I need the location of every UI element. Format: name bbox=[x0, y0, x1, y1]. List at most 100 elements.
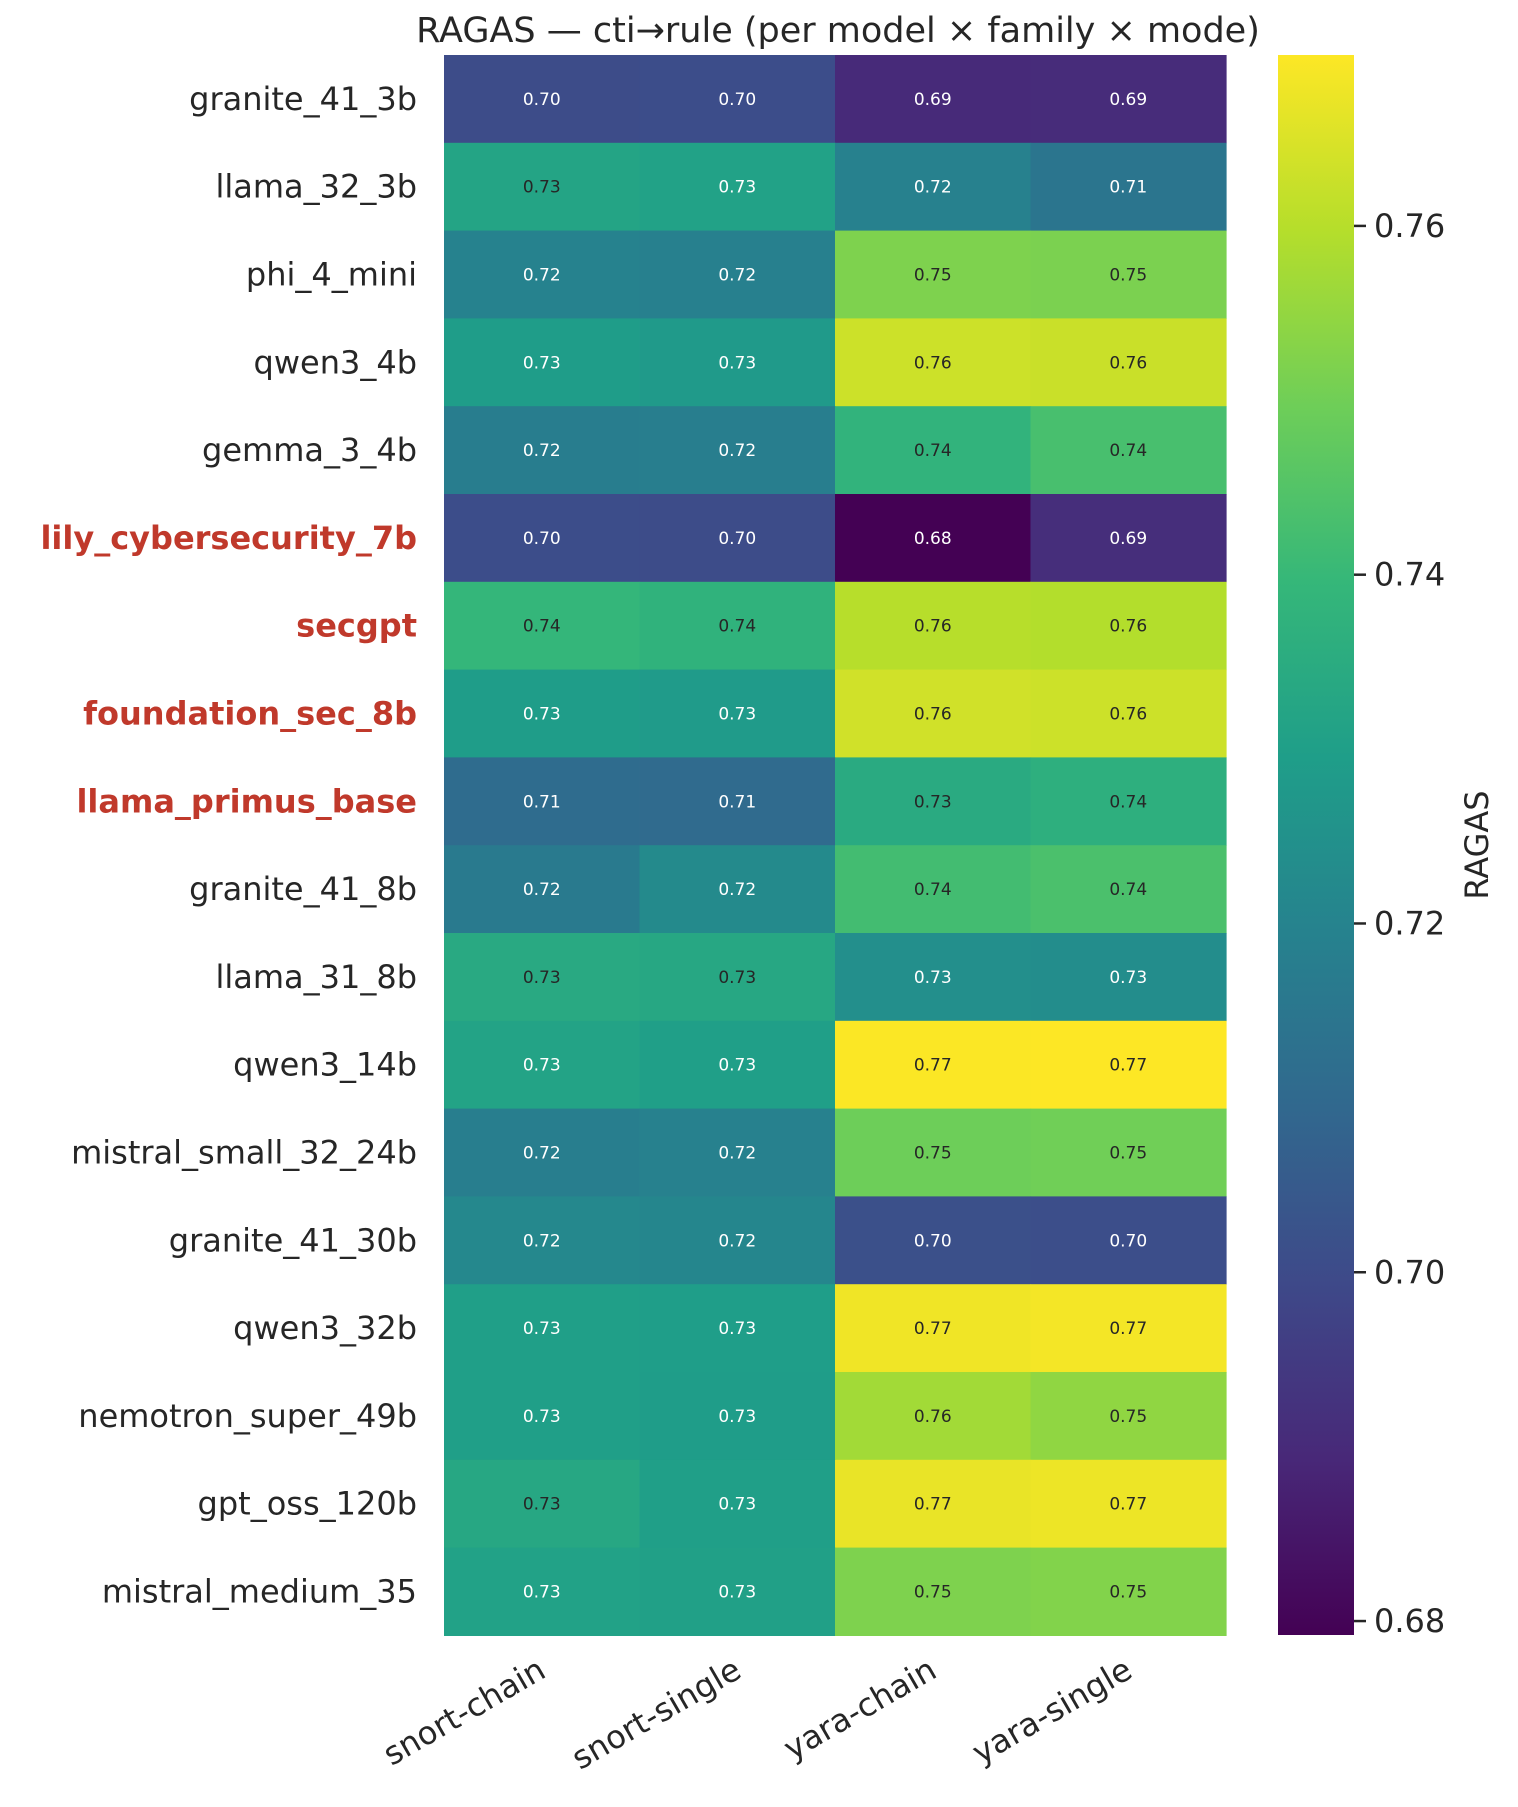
cell-value-label: 0.74 bbox=[1109, 441, 1147, 461]
heatmap-cell bbox=[1030, 581, 1227, 671]
row-tick-label: llama_32_3b bbox=[215, 168, 417, 206]
cell-value-label: 0.74 bbox=[914, 441, 952, 461]
cell-value-label: 0.68 bbox=[914, 529, 952, 549]
heatmap-cell bbox=[1030, 669, 1227, 758]
heatmap-cell bbox=[1030, 1284, 1227, 1373]
colorbar-label: RAGAS bbox=[1458, 790, 1496, 899]
heatmap-cell bbox=[639, 142, 836, 232]
cell-value-label: 0.73 bbox=[914, 792, 952, 812]
heatmap-cell bbox=[639, 1547, 836, 1636]
heatmap-cell bbox=[639, 1196, 836, 1285]
cell-value-label: 0.73 bbox=[523, 1056, 561, 1076]
heatmap-cell bbox=[639, 55, 836, 144]
cell-value-label: 0.75 bbox=[1109, 1583, 1147, 1603]
row-tick-label: granite_41_8b bbox=[189, 870, 417, 908]
heatmap-cell bbox=[444, 669, 641, 758]
cell-value-label: 0.73 bbox=[718, 1319, 756, 1339]
cell-value-label: 0.69 bbox=[914, 90, 952, 110]
cell-value-label: 0.74 bbox=[914, 880, 952, 900]
cell-value-label: 0.77 bbox=[914, 1056, 952, 1076]
heatmap-cell bbox=[444, 1108, 641, 1197]
cell-value-label: 0.73 bbox=[914, 968, 952, 988]
cell-value-label: 0.76 bbox=[1109, 617, 1147, 637]
heatmap-cell bbox=[1030, 318, 1227, 407]
heatmap-cell bbox=[835, 669, 1032, 758]
heatmap-cell bbox=[639, 669, 836, 758]
heatmap-cell bbox=[639, 1284, 836, 1373]
heatmap-cell bbox=[835, 845, 1032, 934]
heatmap-cell bbox=[639, 581, 836, 671]
heatmap-cell bbox=[444, 230, 641, 319]
cell-value-label: 0.70 bbox=[523, 90, 561, 110]
cell-value-label: 0.73 bbox=[523, 1407, 561, 1427]
heatmap-cell bbox=[1030, 230, 1227, 319]
cell-value-label: 0.77 bbox=[1109, 1495, 1147, 1515]
cell-value-label: 0.77 bbox=[1109, 1056, 1147, 1076]
cell-value-label: 0.75 bbox=[914, 266, 952, 286]
heatmap-cell bbox=[835, 1372, 1032, 1461]
heatmap-cell bbox=[835, 494, 1032, 583]
cell-value-label: 0.75 bbox=[1109, 266, 1147, 286]
cell-value-label: 0.72 bbox=[718, 1144, 756, 1164]
cell-value-label: 0.76 bbox=[1109, 705, 1147, 725]
row-tick-label: nemotron_super_49b bbox=[78, 1397, 417, 1435]
heatmap-cell bbox=[444, 318, 641, 407]
heatmap-cell bbox=[1030, 494, 1227, 583]
heatmap-cell bbox=[835, 1020, 1032, 1110]
row-tick-labels: granite_41_3b llama_32_3b phi_4_mini qwen3_… bbox=[40, 80, 417, 1611]
row-tick-label: gemma_3_4b bbox=[202, 431, 417, 469]
cell-value-label: 0.76 bbox=[914, 1407, 952, 1427]
heatmap-cell bbox=[444, 1020, 641, 1110]
cell-value-label: 0.73 bbox=[718, 1583, 756, 1603]
cell-value-label: 0.77 bbox=[1109, 1319, 1147, 1339]
cell-value-label: 0.72 bbox=[718, 880, 756, 900]
heatmap-cell bbox=[1030, 1196, 1227, 1285]
heatmap-cell bbox=[444, 55, 641, 144]
cell-value-label: 0.69 bbox=[1109, 90, 1147, 110]
row-tick-label: qwen3_14b bbox=[233, 1046, 417, 1084]
heatmap-cell bbox=[1030, 1459, 1227, 1549]
cell-value-label: 0.71 bbox=[523, 792, 561, 812]
heatmap-cell bbox=[835, 933, 1032, 1022]
heatmap-cell bbox=[639, 230, 836, 319]
cell-value-label: 0.72 bbox=[718, 441, 756, 461]
heatmap-cell bbox=[835, 406, 1032, 495]
heatmap-cell bbox=[1030, 55, 1227, 144]
cell-value-label: 0.75 bbox=[914, 1583, 952, 1603]
heatmap-cell bbox=[835, 142, 1032, 232]
cell-value-label: 0.72 bbox=[523, 880, 561, 900]
heatmap-cell bbox=[1030, 142, 1227, 232]
cell-value-label: 0.75 bbox=[1109, 1407, 1147, 1427]
heatmap-cell bbox=[444, 933, 641, 1022]
row-tick-label: foundation_sec_8b bbox=[83, 695, 417, 733]
heatmap-cell bbox=[1030, 757, 1227, 846]
heatmap-cell bbox=[444, 845, 641, 934]
cell-value-label: 0.71 bbox=[1109, 178, 1147, 198]
cell-value-label: 0.73 bbox=[523, 1319, 561, 1339]
cell-value-label: 0.73 bbox=[718, 353, 756, 373]
colorbar-tick-label: 0.76 bbox=[1374, 207, 1445, 245]
colorbar-tick-label: 0.68 bbox=[1374, 1602, 1445, 1640]
row-tick-label: qwen3_4b bbox=[254, 343, 417, 381]
cell-value-label: 0.76 bbox=[914, 353, 952, 373]
row-tick-label: qwen3_32b bbox=[233, 1309, 417, 1347]
cell-value-label: 0.73 bbox=[523, 353, 561, 373]
cell-value-label: 0.74 bbox=[1109, 880, 1147, 900]
row-tick-label: secgpt bbox=[296, 607, 417, 645]
heatmap-cell bbox=[835, 230, 1032, 319]
heatmap-cell bbox=[444, 494, 641, 583]
row-tick-label: gpt_oss_120b bbox=[198, 1485, 417, 1523]
cell-value-label: 0.72 bbox=[718, 1231, 756, 1251]
cell-value-label: 0.72 bbox=[523, 266, 561, 286]
cell-value-label: 0.70 bbox=[718, 529, 756, 549]
heatmap-cells bbox=[444, 55, 1227, 1636]
row-tick-label: granite_41_3b bbox=[189, 80, 417, 118]
cell-value-label: 0.77 bbox=[914, 1495, 952, 1515]
row-tick-label: granite_41_30b bbox=[169, 1221, 417, 1259]
colorbar-tick-label: 0.70 bbox=[1374, 1253, 1445, 1291]
heatmap-cell bbox=[835, 1547, 1032, 1636]
heatmap-cell bbox=[835, 55, 1032, 144]
row-tick-label: lily_cybersecurity_7b bbox=[40, 519, 417, 557]
heatmap-cell bbox=[444, 406, 641, 495]
